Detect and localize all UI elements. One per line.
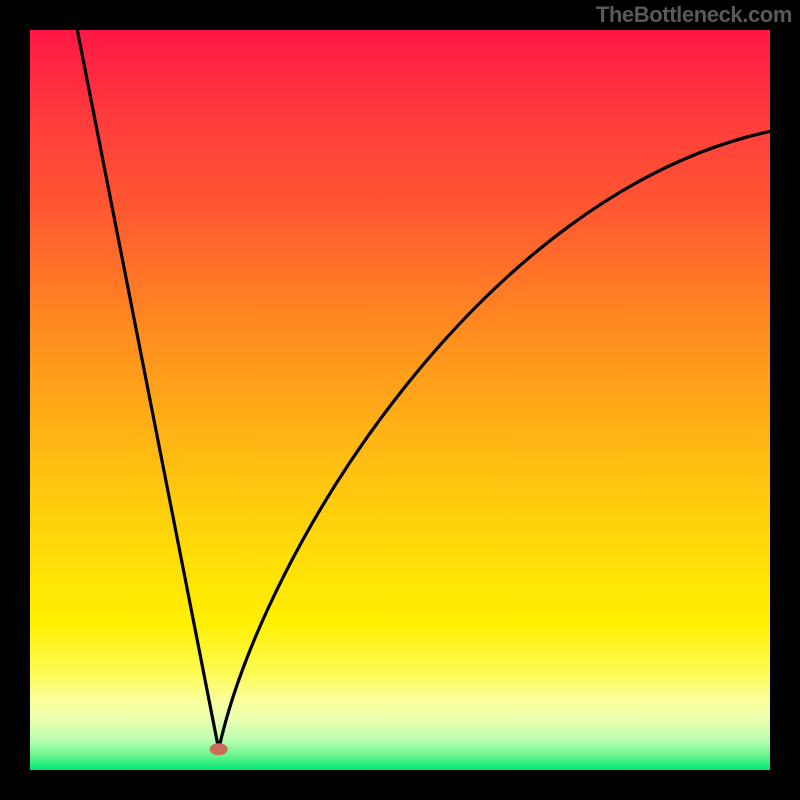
- optimum-marker: [210, 743, 228, 755]
- chart-stage: TheBottleneck.com: [0, 0, 800, 800]
- bottleneck-chart: [0, 0, 800, 800]
- watermark-text: TheBottleneck.com: [596, 2, 792, 28]
